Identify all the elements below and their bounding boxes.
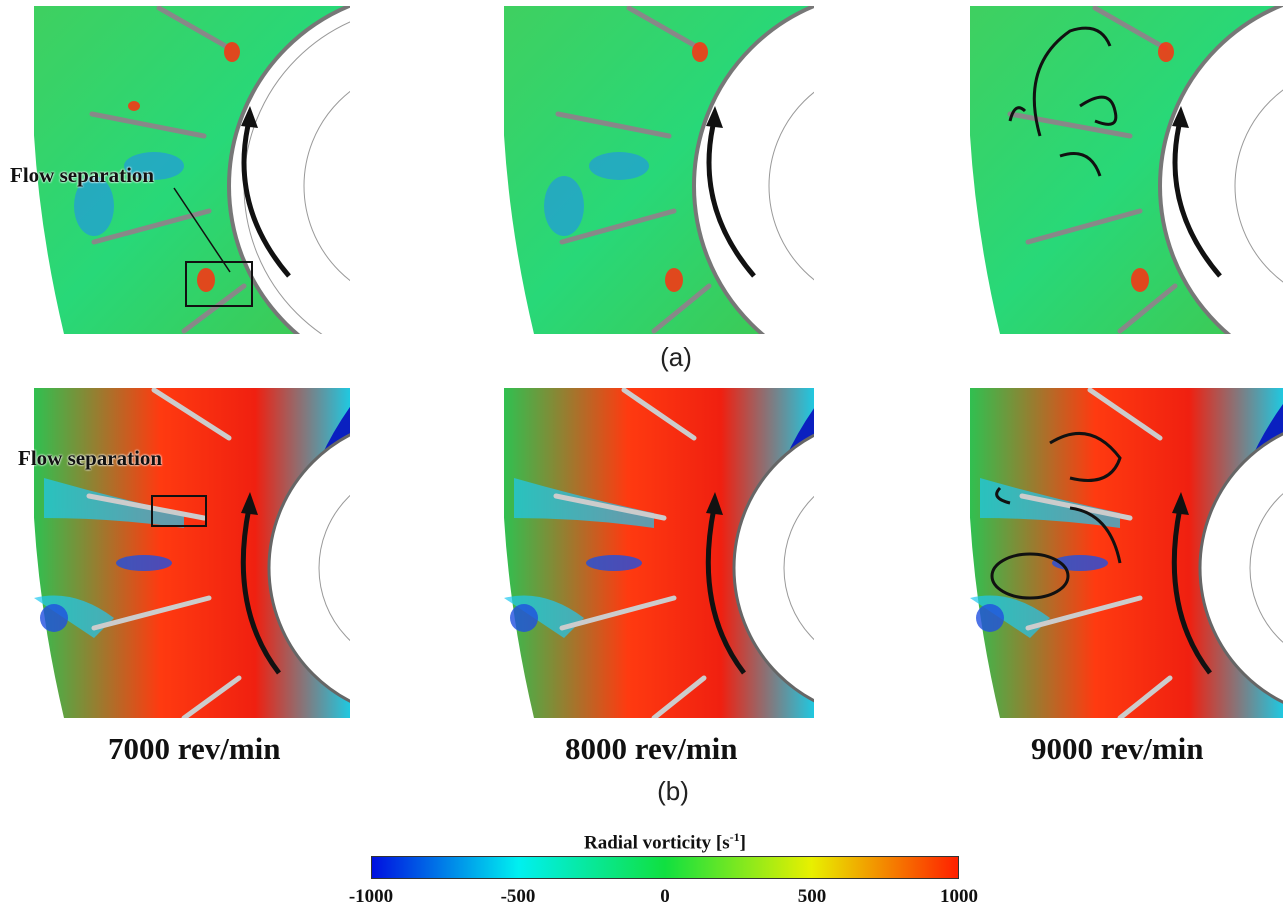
speed-label-9000: 9000 rev/min <box>1031 731 1204 766</box>
vorticity-contour-b-9000 <box>970 388 1283 718</box>
panel-b-8000 <box>504 388 814 718</box>
panel-a-8000 <box>504 6 814 334</box>
speed-label-8000: 8000 rev/min <box>565 731 738 766</box>
flow-separation-callout-b: Flow separation <box>18 446 163 470</box>
colorbar-tick-label: -500 <box>500 886 536 907</box>
speed-label-7000: 7000 rev/min <box>108 731 281 766</box>
colorbar-tick-label: -1000 <box>348 886 394 907</box>
panel-b-9000 <box>970 388 1283 718</box>
panel-b-7000 <box>34 388 350 718</box>
colorbar-title: Radial vorticity [s-1] <box>584 830 746 854</box>
colorbar-tick-label: 500 <box>797 886 827 907</box>
vorticity-contour-a-7000 <box>34 6 350 334</box>
panel-a-9000 <box>970 6 1283 334</box>
vorticity-contour-b-8000 <box>504 388 814 718</box>
flow-separation-callout-a: Flow separation <box>10 163 155 187</box>
colorbar-tick-label: 1000 <box>940 886 978 907</box>
vorticity-contour-a-8000 <box>504 6 814 334</box>
subfigure-label-a: (a) <box>660 342 692 372</box>
panel-a-7000 <box>34 6 350 334</box>
colorbar-gradient <box>371 856 959 879</box>
vorticity-contour-b-7000 <box>34 388 350 718</box>
vorticity-contour-a-9000 <box>970 6 1283 334</box>
subfigure-label-b: (b) <box>657 776 689 806</box>
colorbar-tick-label: 0 <box>660 886 670 907</box>
